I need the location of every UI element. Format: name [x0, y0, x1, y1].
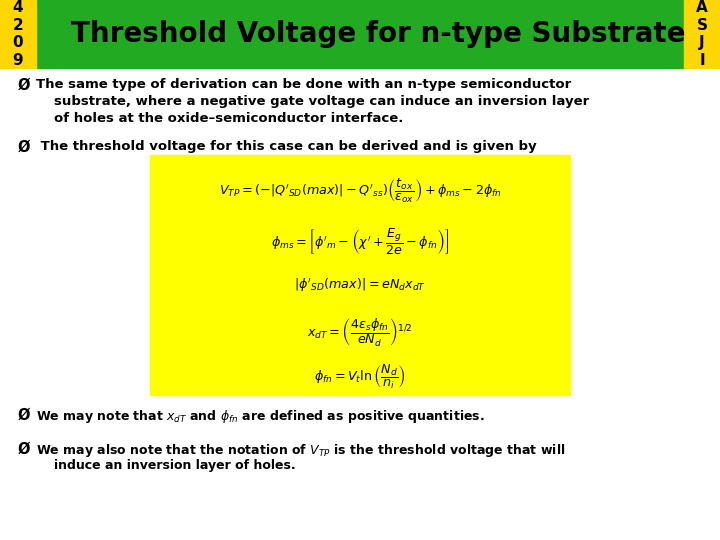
Text: substrate, where a negative gate voltage can induce an inversion layer: substrate, where a negative gate voltage…: [54, 95, 589, 108]
Text: Threshold Voltage for n-type Substrate: Threshold Voltage for n-type Substrate: [71, 20, 685, 48]
Bar: [0, 0, 36, 68]
Text: We may also note that the notation of $V_{TP}$ is the threshold voltage that wil: We may also note that the notation of $V…: [36, 442, 565, 459]
Text: $|\phi'_{SD}(max)| = eN_d x_{dT}$: $|\phi'_{SD}(max)| = eN_d x_{dT}$: [294, 277, 426, 294]
Text: induce an inversion layer of holes.: induce an inversion layer of holes.: [54, 459, 296, 472]
Text: $V_{TP} = (-|Q'_{SD}(max)|-Q'_{ss})\left(\dfrac{t_{ox}}{\epsilon_{ox}}\right) + : $V_{TP} = (-|Q'_{SD}(max)|-Q'_{ss})\left…: [219, 177, 501, 205]
Text: 4
2
0
9: 4 2 0 9: [13, 1, 23, 68]
Text: $\phi_{ms} = \left[\phi'_m - \left(\chi' + \dfrac{E_g}{2e} - \phi_{fn}\right)\ri: $\phi_{ms} = \left[\phi'_m - \left(\chi'…: [271, 227, 449, 257]
Text: Ø: Ø: [18, 408, 30, 423]
Text: We may note that $x_{dT}$ and $\phi_{fn}$ are defined as positive quantities.: We may note that $x_{dT}$ and $\phi_{fn}…: [36, 408, 485, 425]
Bar: [36, 0, 684, 68]
Text: The same type of derivation can be done with an n-type semiconductor: The same type of derivation can be done …: [36, 78, 571, 91]
Text: $\phi_{fn} = V_t \ln\left(\dfrac{N_d}{n_i}\right)$: $\phi_{fn} = V_t \ln\left(\dfrac{N_d}{n_…: [314, 363, 406, 391]
Text: Ø: Ø: [18, 442, 30, 457]
Text: Ø: Ø: [18, 140, 30, 155]
Text: Ø: Ø: [18, 78, 30, 93]
Text: A
S
J
I: A S J I: [696, 1, 708, 68]
Text: $x_{dT} = \left(\dfrac{4\epsilon_s \phi_{fn}}{eN_d}\right)^{1/2}$: $x_{dT} = \left(\dfrac{4\epsilon_s \phi_…: [307, 317, 413, 349]
Text: of holes at the oxide–semiconductor interface.: of holes at the oxide–semiconductor inte…: [54, 112, 403, 125]
Bar: [150, 155, 570, 395]
Bar: [684, 0, 720, 68]
Text: The threshold voltage for this case can be derived and is given by: The threshold voltage for this case can …: [36, 140, 536, 153]
